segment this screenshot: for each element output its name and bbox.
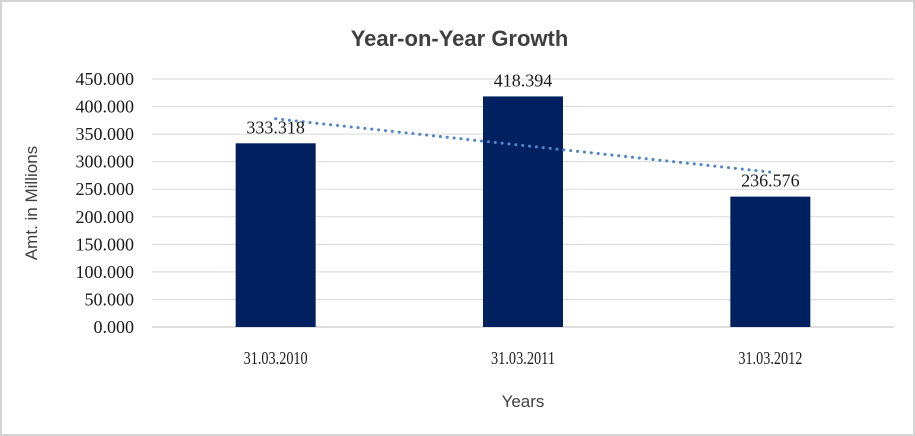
data-label: 418.394 — [494, 70, 553, 90]
x-tick-label: 31.03.2011 — [491, 348, 555, 368]
bar-31.03.2010 — [235, 143, 316, 327]
bar-31.03.2012 — [730, 196, 811, 327]
y-tick-label: 200.000 — [76, 207, 135, 227]
y-tick-label: 250.000 — [76, 179, 135, 199]
x-tick-label: 31.03.2010 — [244, 348, 308, 368]
y-tick-label: 400.000 — [76, 97, 135, 117]
y-tick-label: 150.000 — [76, 234, 135, 254]
data-label: 333.318 — [246, 117, 305, 137]
data-label: 236.576 — [741, 171, 800, 191]
bar-31.03.2011 — [483, 96, 563, 327]
chart-title: Year-on-Year Growth — [350, 26, 569, 51]
y-tick-label: 300.000 — [76, 152, 135, 172]
x-axis-title: Years — [501, 392, 545, 411]
y-tick-label: 450.000 — [76, 69, 135, 89]
y-tick-label: 0.000 — [94, 317, 135, 337]
y-tick-label: 100.000 — [76, 262, 135, 282]
trendline-dotted — [274, 117, 772, 174]
y-tick-label: 50.000 — [85, 289, 135, 309]
y-tick-label: 350.000 — [76, 124, 135, 144]
x-tick-label: 31.03.2012 — [738, 348, 802, 368]
